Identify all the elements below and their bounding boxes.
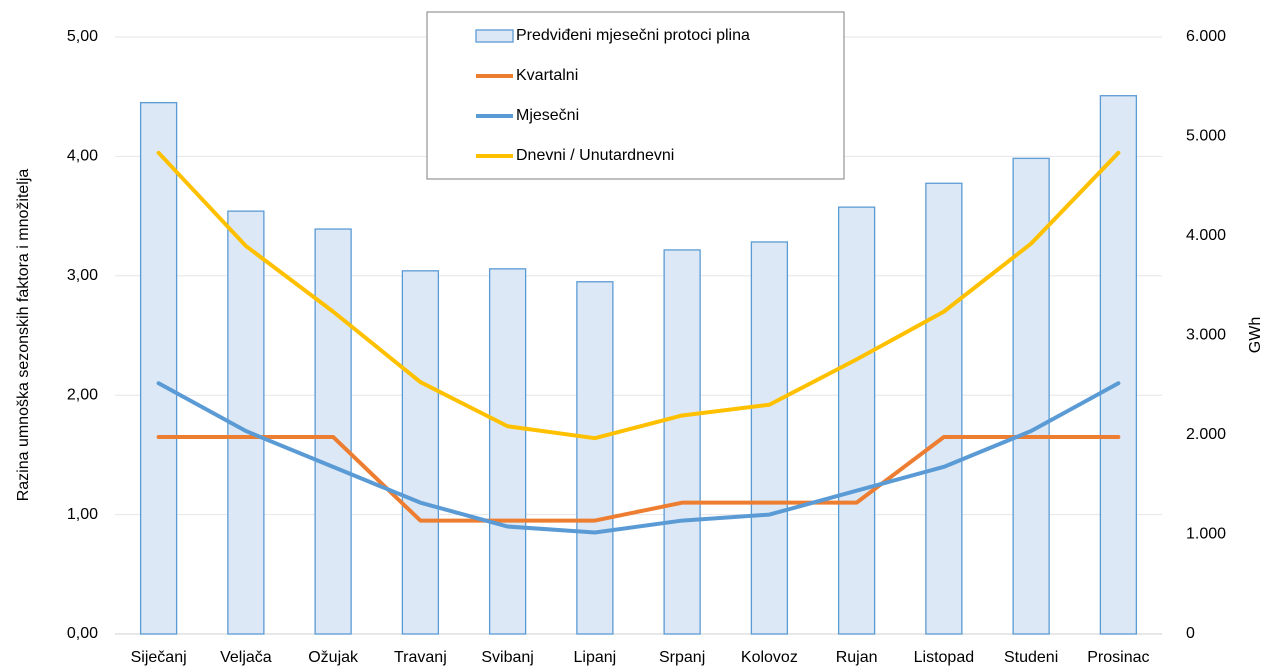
category-label: Listopad bbox=[914, 649, 975, 666]
category-label: Srpanj bbox=[659, 649, 705, 666]
right-axis-ticks: 0 1.000 2.000 3.000 4.000 5.000 6.000 bbox=[1186, 28, 1226, 642]
bar bbox=[837, 206, 876, 635]
legend-label: Mjesečni bbox=[516, 107, 579, 124]
category-label: Studeni bbox=[1004, 649, 1058, 666]
left-tick-label: 2,00 bbox=[67, 386, 98, 403]
bar-series bbox=[139, 95, 1138, 635]
legend: Predviđeni mjesečni protoci plina Kvartal… bbox=[426, 11, 845, 180]
right-tick-label: 1.000 bbox=[1186, 526, 1226, 543]
right-tick-label: 0 bbox=[1186, 625, 1195, 642]
bar bbox=[1012, 157, 1050, 635]
series-line bbox=[156, 150, 1121, 441]
bar bbox=[925, 182, 963, 635]
bar bbox=[139, 102, 178, 635]
left-tick-label: 0,00 bbox=[67, 625, 98, 642]
left-tick-label: 5,00 bbox=[67, 28, 98, 45]
legend-label: Kvartalni bbox=[516, 67, 578, 84]
bar bbox=[750, 241, 789, 635]
category-label: Siječanj bbox=[131, 649, 187, 666]
left-tick-label: 3,00 bbox=[67, 267, 98, 284]
bar bbox=[576, 281, 614, 635]
left-tick-label: 1,00 bbox=[67, 506, 98, 523]
bar bbox=[1099, 95, 1138, 635]
category-label: Veljača bbox=[220, 649, 272, 666]
bar bbox=[663, 249, 701, 635]
line-series bbox=[156, 150, 1121, 535]
bar bbox=[401, 270, 440, 635]
category-label: Rujan bbox=[836, 649, 878, 666]
left-tick-label: 4,00 bbox=[67, 148, 98, 165]
right-tick-label: 6.000 bbox=[1186, 28, 1226, 45]
bar bbox=[488, 268, 527, 635]
legend-swatch-bar bbox=[475, 29, 514, 43]
right-tick-label: 3.000 bbox=[1186, 327, 1226, 344]
legend-label: Dnevni / Unutardnevni bbox=[516, 147, 674, 164]
category-label: Kolovoz bbox=[741, 649, 798, 666]
left-axis-title: Razina umnoška sezonskih faktora i množi… bbox=[15, 169, 32, 502]
category-axis-ticks: Siječanj Veljača Ožujak Travanj Svibanj Lipan… bbox=[131, 649, 1150, 666]
category-label: Travanj bbox=[394, 649, 447, 666]
right-tick-label: 5.000 bbox=[1186, 128, 1226, 145]
series-line bbox=[156, 381, 1121, 535]
category-label: Svibanj bbox=[481, 649, 533, 666]
legend-label: Predviđeni mjesečni protoci plina bbox=[516, 27, 750, 44]
bar bbox=[314, 228, 352, 635]
right-tick-label: 2.000 bbox=[1186, 426, 1226, 443]
right-tick-label: 4.000 bbox=[1186, 227, 1226, 244]
series-line bbox=[156, 434, 1121, 523]
category-label: Prosinac bbox=[1087, 649, 1149, 666]
category-label: Lipanj bbox=[574, 649, 617, 666]
right-axis-title: GWh bbox=[1247, 317, 1264, 353]
category-label: Ožujak bbox=[308, 649, 359, 666]
left-axis-ticks: 0,00 1,00 2,00 3,00 4,00 5,00 bbox=[67, 28, 98, 642]
